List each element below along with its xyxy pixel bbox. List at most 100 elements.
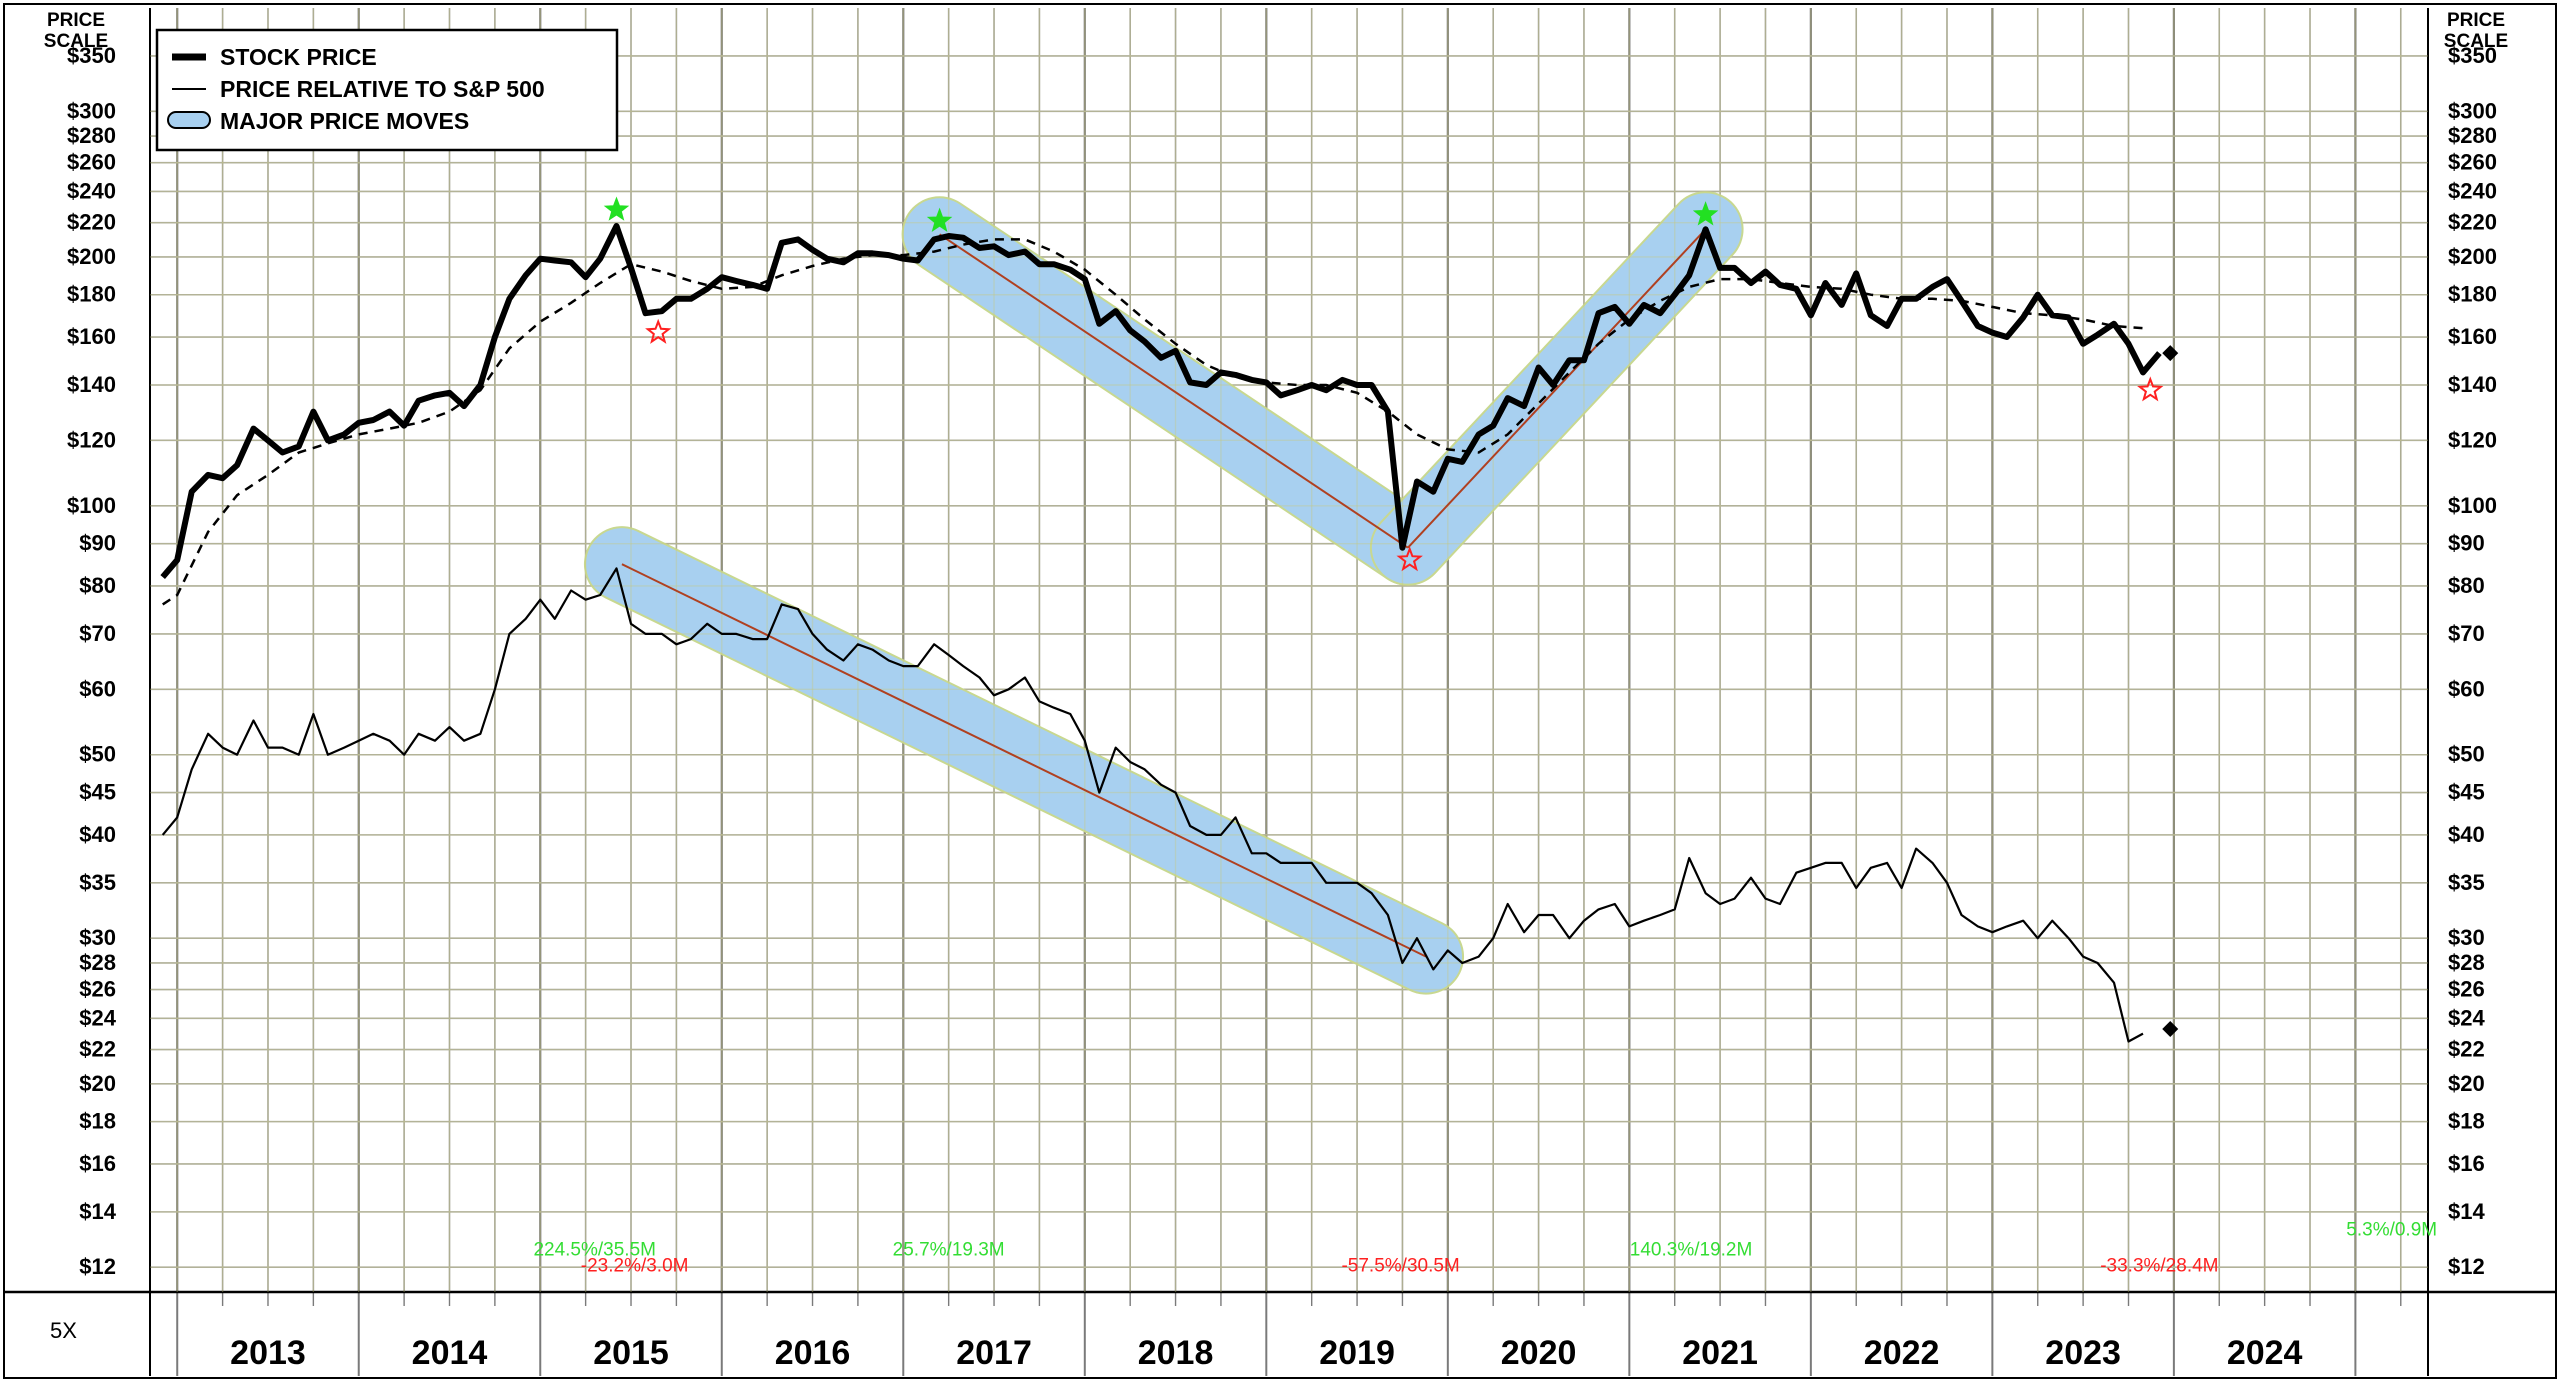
y-tick-label-right: $20 [2448, 1071, 2485, 1096]
y-tick-label-right: $350 [2448, 43, 2497, 68]
year-label: 2017 [956, 1334, 1032, 1372]
high-star-marker [1692, 201, 1719, 226]
y-tick-label-right: $70 [2448, 621, 2485, 646]
right-scale-title: PRICE [2447, 10, 2505, 31]
y-tick-label-left: $120 [67, 427, 116, 452]
grid-layer [3, 3, 2557, 1379]
move-annotation-label: -57.5%/30.5M [1341, 1256, 1459, 1277]
move-annotation-label: -23.2%/3.0M [581, 1256, 689, 1277]
y-tick-label-left: $280 [67, 123, 116, 148]
legend-label-stock-price: STOCK PRICE [220, 44, 377, 70]
y-tick-label-right: $50 [2448, 742, 2485, 767]
y-tick-label-right: $300 [2448, 98, 2497, 123]
year-label: 2020 [1501, 1334, 1577, 1372]
high-star-marker [926, 207, 953, 232]
chart-legend: STOCK PRICE PRICE RELATIVE TO S&P 500 MA… [155, 28, 619, 152]
y-tick-label-right: $35 [2448, 870, 2485, 895]
y-tick-label-left: $26 [79, 977, 116, 1002]
legend-swatch-major-moves [167, 111, 211, 129]
move-annotation-label: 5.3%/0.9M [2346, 1220, 2437, 1241]
y-tick-label-left: $20 [79, 1071, 116, 1096]
y-tick-label-left: $80 [79, 573, 116, 598]
y-tick-label-left: $40 [79, 822, 116, 847]
year-label: 2019 [1319, 1334, 1395, 1372]
y-tick-label-left: $14 [79, 1199, 116, 1224]
y-tick-label-left: $260 [67, 150, 116, 175]
y-tick-label-left: $300 [67, 98, 116, 123]
y-tick-label-left: $70 [79, 621, 116, 646]
y-tick-label-left: $160 [67, 324, 116, 349]
major-move-trend-line [939, 233, 1409, 549]
y-tick-label-right: $280 [2448, 123, 2497, 148]
year-label: 2015 [593, 1334, 669, 1372]
y-tick-label-left: $90 [79, 531, 116, 556]
y-tick-label-right: $24 [2448, 1005, 2485, 1030]
year-label: 2024 [2227, 1334, 2303, 1372]
y-tick-label-left: $18 [79, 1109, 116, 1134]
y-tick-label-left: $12 [79, 1254, 116, 1279]
y-tick-label-left: $140 [67, 372, 116, 397]
y-tick-label-right: $40 [2448, 822, 2485, 847]
y-tick-label-right: $200 [2448, 244, 2497, 269]
year-label: 2022 [1864, 1334, 1940, 1372]
move-annotation-label: 140.3%/19.2M [1630, 1239, 1753, 1260]
y-tick-label-right: $30 [2448, 925, 2485, 950]
major-move-trend-line [621, 563, 1427, 958]
y-tick-label-right: $240 [2448, 178, 2497, 203]
year-label: 2016 [775, 1334, 851, 1372]
right-scale-title: SCALE [2444, 31, 2508, 52]
y-tick-label-left: $16 [79, 1151, 116, 1176]
y-tick-label-right: $90 [2448, 531, 2485, 556]
y-tick-label-right: $80 [2448, 573, 2485, 598]
year-label: 2018 [1138, 1334, 1214, 1372]
year-label: 2013 [230, 1334, 306, 1372]
last-price-diamond [2162, 1020, 2179, 1037]
low-star-marker [1396, 546, 1423, 572]
y-tick-label-right: $180 [2448, 282, 2497, 307]
series-line-dashed [162, 238, 2144, 606]
series-layer [160, 223, 2162, 1043]
y-tick-label-right: $140 [2448, 372, 2497, 397]
y-tick-label-left: $30 [79, 925, 116, 950]
y-tick-label-right: $120 [2448, 427, 2497, 452]
major-moves-layer [150, 8, 2428, 1292]
y-tick-label-right: $12 [2448, 1254, 2485, 1279]
left-scale-title: PRICE [47, 10, 105, 31]
legend-label-major-moves: MAJOR PRICE MOVES [220, 108, 469, 134]
high-star-marker [603, 196, 630, 221]
y-tick-label-left: $22 [79, 1037, 116, 1062]
y-tick-label-right: $28 [2448, 950, 2485, 975]
move-annotation-label: 25.7%/19.3M [893, 1239, 1005, 1260]
y-tick-label-right: $100 [2448, 493, 2497, 518]
legend-label-relative: PRICE RELATIVE TO S&P 500 [220, 76, 545, 102]
y-tick-label-right: $14 [2448, 1199, 2485, 1224]
y-tick-label-left: $240 [67, 178, 116, 203]
last-price-diamond [2162, 345, 2179, 362]
outer-frame [3, 3, 2557, 1379]
y-tick-label-right: $45 [2448, 780, 2485, 805]
axis-layer: PRICE SCALE PRICE SCALE 5X $350 $350$300 $… [44, 10, 2508, 1372]
low-star-marker [645, 318, 672, 344]
y-tick-label-left: $24 [79, 1005, 116, 1030]
series-line-thick [160, 223, 2162, 580]
y-tick-label-left: $50 [79, 742, 116, 767]
y-tick-label-left: $220 [67, 210, 116, 235]
y-tick-label-right: $60 [2448, 676, 2485, 701]
y-tick-label-right: $220 [2448, 210, 2497, 235]
move-annotation-label: 224.5%/35.5M [533, 1239, 656, 1260]
low-star-marker [2137, 376, 2164, 402]
year-label: 2023 [2045, 1334, 2121, 1372]
y-tick-label-left: $350 [67, 43, 116, 68]
major-move-trend-line [1407, 228, 1707, 549]
y-tick-label-left: $35 [79, 870, 116, 895]
series-line-thin [161, 567, 2144, 1043]
year-label: 2021 [1682, 1334, 1758, 1372]
marker-layer [603, 196, 2179, 1037]
left-scale-title: SCALE [44, 31, 108, 52]
y-tick-label-left: $180 [67, 282, 116, 307]
y-tick-label-right: $22 [2448, 1037, 2485, 1062]
legend-box [155, 28, 619, 152]
